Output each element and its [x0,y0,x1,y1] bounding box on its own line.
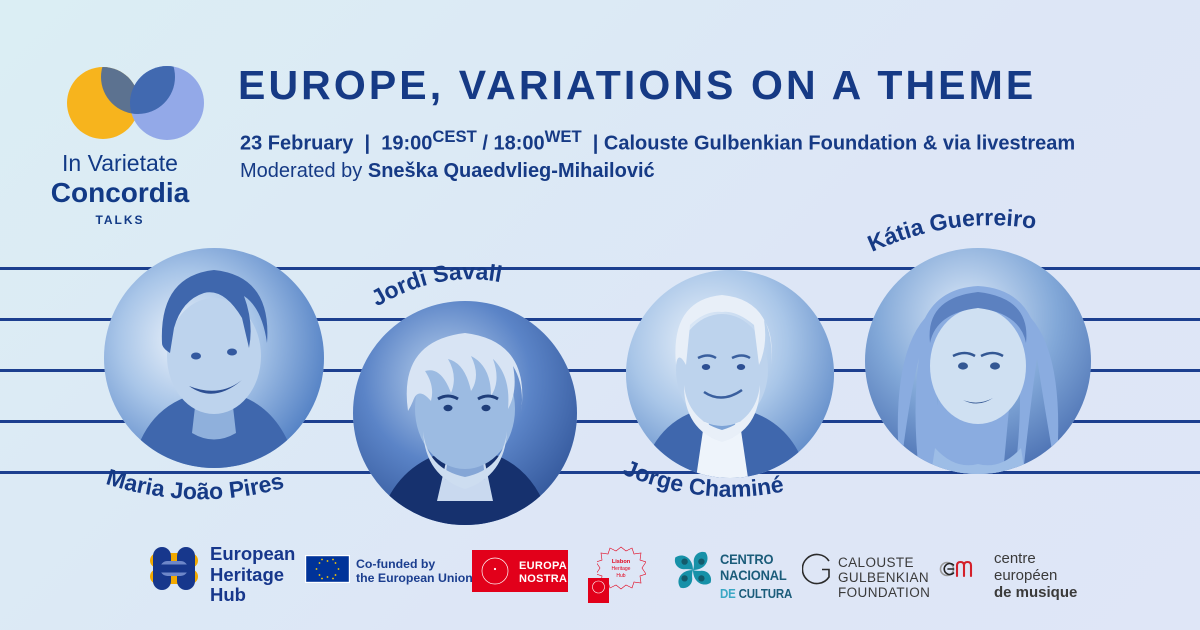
svg-text:Jorge Chaminé: Jorge Chaminé [620,454,785,502]
svg-text:Heritage: Heritage [612,566,631,572]
svg-text:EUROPA: EUROPA [519,560,567,572]
svg-text:Maria João Pires: Maria João Pires [104,464,287,505]
svg-text:Kátia Guerreiro: Kátia Guerreiro [864,204,1038,256]
svg-text:Hub: Hub [616,573,625,579]
svg-text:Lisbon: Lisbon [612,559,631,565]
svg-text:Jordi Savall: Jordi Savall [367,258,505,311]
svg-text:NOSTRA: NOSTRA [519,573,567,585]
